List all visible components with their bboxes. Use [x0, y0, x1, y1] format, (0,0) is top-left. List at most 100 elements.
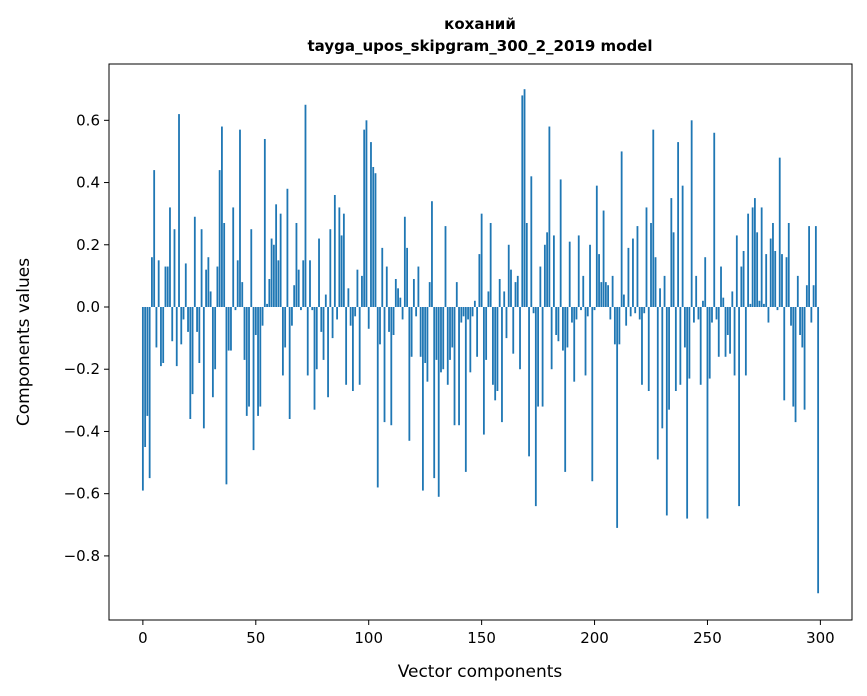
bar-246: [697, 306, 700, 320]
bar-276: [765, 254, 768, 307]
bar-275: [763, 303, 765, 307]
bar-47: [248, 306, 250, 407]
bar-206: [607, 285, 610, 307]
bar-156: [494, 306, 497, 401]
axes-frame: [108, 63, 853, 621]
bar-57: [270, 238, 273, 307]
bar-220: [638, 306, 641, 320]
bar-172: [530, 176, 533, 307]
bar-105: [379, 306, 381, 345]
bar-90: [345, 306, 348, 385]
bar-31: [211, 306, 214, 398]
bar-53: [261, 306, 264, 326]
bar-297: [812, 285, 815, 307]
bar-58: [272, 244, 275, 307]
bar-39: [230, 306, 232, 351]
bar-169: [523, 89, 526, 307]
bar-122: [417, 266, 420, 307]
bar-271: [753, 198, 756, 307]
bar-40: [232, 207, 235, 307]
bar-128: [431, 201, 433, 307]
bar-54: [263, 138, 266, 307]
chart-title-line2: tayga_upos_skipgram_300_2_2019 model: [308, 37, 653, 55]
bar-120: [412, 278, 415, 307]
bar-222: [643, 306, 646, 314]
bar-294: [805, 285, 808, 307]
bar-264: [738, 306, 740, 507]
bar-215: [627, 247, 630, 307]
x-axis-ticks: 0 50 100 150 200 250 300: [138, 620, 835, 647]
bar-42: [236, 260, 239, 307]
bar-224: [647, 306, 650, 392]
bar-153: [487, 291, 490, 307]
bar-245: [695, 275, 698, 307]
y-tick-label: −0.6: [64, 485, 100, 503]
bar-201: [595, 185, 598, 307]
bar-244: [693, 306, 695, 323]
bar-106: [381, 247, 384, 307]
bar-100: [367, 306, 370, 329]
bar-236: [674, 306, 677, 392]
bar-256: [720, 266, 722, 307]
bar-15: [175, 306, 178, 367]
bar-281: [776, 306, 779, 311]
bar-107: [383, 306, 386, 423]
bar-43: [239, 129, 241, 307]
bar-192: [575, 306, 578, 320]
bar-204: [602, 210, 605, 307]
bar-144: [467, 306, 469, 320]
bar-8: [160, 306, 162, 367]
bar-170: [525, 222, 528, 307]
bar-164: [512, 306, 515, 354]
bar-78: [318, 238, 320, 307]
bar-126: [426, 306, 429, 382]
bar-71: [302, 260, 305, 307]
bar-133: [442, 306, 445, 370]
bar-286: [787, 222, 790, 307]
bar-118: [408, 306, 411, 441]
bar-293: [803, 306, 806, 410]
bar-110: [390, 306, 393, 426]
bar-147: [473, 300, 476, 307]
bar-88: [340, 235, 343, 307]
bar-140: [458, 306, 460, 426]
bar-44: [241, 282, 244, 307]
x-tick-label: 100: [354, 629, 383, 647]
bar-48: [250, 229, 253, 307]
bar-205: [604, 282, 607, 307]
bar-16: [178, 114, 180, 307]
bar-20: [187, 306, 189, 332]
bar-9: [162, 306, 165, 364]
bar-109: [388, 306, 390, 332]
y-tick-label: −0.2: [64, 360, 100, 378]
bar-234: [670, 198, 673, 307]
bar-282: [778, 157, 781, 307]
bar-238: [679, 306, 682, 385]
bar-70: [300, 306, 302, 311]
bar-232: [665, 306, 668, 516]
bar-49: [252, 306, 255, 451]
bar-263: [735, 235, 738, 307]
x-axis-label: Vector components: [398, 662, 563, 682]
bar-184: [557, 306, 560, 342]
bar-242: [688, 306, 691, 379]
bar-75: [311, 306, 314, 311]
bar-121: [415, 306, 418, 317]
bar-208: [611, 275, 614, 307]
bar-235: [672, 232, 675, 307]
bar-182: [552, 235, 555, 307]
bar-146: [471, 306, 474, 317]
bar-139: [455, 282, 458, 307]
bar-30: [209, 291, 212, 307]
bar-219: [636, 226, 639, 307]
bar-250: [706, 306, 709, 519]
bar-142: [462, 306, 465, 317]
bar-63: [284, 306, 287, 348]
bar-81: [324, 294, 327, 307]
bar-67: [293, 285, 296, 307]
bar-82: [327, 306, 329, 398]
bar-288: [792, 306, 795, 407]
bar-225: [650, 222, 652, 307]
bar-83: [329, 229, 332, 307]
bar-0: [141, 306, 144, 491]
